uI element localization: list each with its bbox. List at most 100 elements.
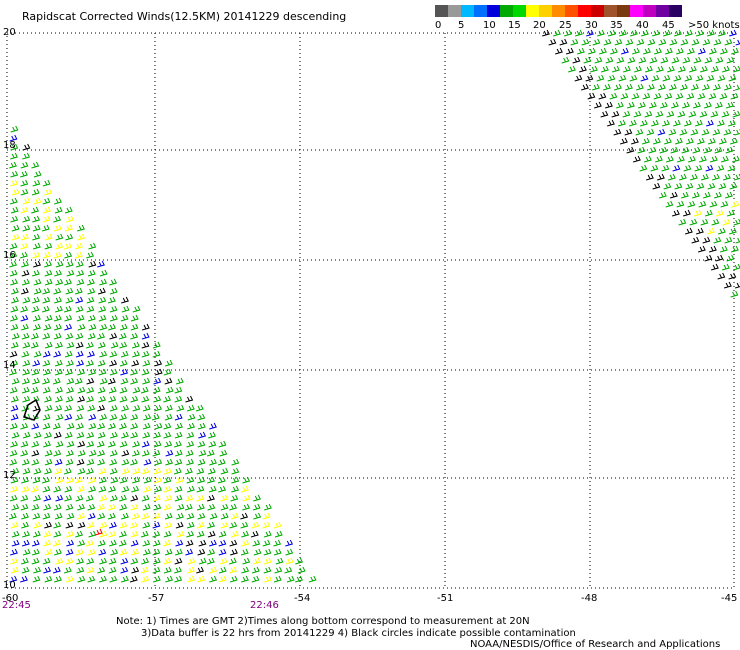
wind-barb <box>9 494 18 502</box>
wind-barb <box>109 359 118 367</box>
wind-barb <box>165 449 174 457</box>
wind-barb <box>21 521 29 529</box>
wind-barb <box>734 282 740 289</box>
wind-barb <box>33 260 41 268</box>
wind-barb <box>164 377 173 385</box>
wind-barb <box>184 503 193 511</box>
wind-barb <box>33 323 41 331</box>
wind-barb <box>175 377 184 385</box>
wind-barb <box>64 206 73 214</box>
wind-barb <box>649 56 658 64</box>
wind-barb <box>718 182 727 190</box>
wind-barb <box>187 575 196 583</box>
wind-barb <box>121 575 129 583</box>
wind-barb <box>674 182 683 190</box>
wind-barb <box>218 539 227 547</box>
wind-barb <box>686 137 694 145</box>
wind-barb <box>228 557 237 565</box>
wind-barb <box>75 494 84 502</box>
wind-barb <box>141 512 150 520</box>
wind-barb <box>86 431 95 439</box>
wind-barb <box>75 332 84 340</box>
wind-barb <box>630 29 638 37</box>
wind-barb <box>42 287 51 295</box>
wind-barb <box>603 83 611 91</box>
wind-barb <box>682 56 691 64</box>
wind-barb <box>646 128 655 136</box>
wind-barb <box>708 137 716 145</box>
wind-barb <box>75 530 84 538</box>
wind-barb <box>592 38 601 46</box>
wind-barb <box>717 227 726 235</box>
wind-barb <box>187 485 195 493</box>
wind-barb <box>31 305 40 313</box>
wind-barb <box>119 359 128 367</box>
wind-barb <box>54 296 62 304</box>
wind-barb <box>263 530 272 538</box>
wind-barb <box>86 557 95 565</box>
wind-barb <box>86 521 95 529</box>
wind-barb <box>642 137 650 145</box>
wind-barb <box>55 242 64 250</box>
wind-speed-legend: 0 5 10 15 20 25 30 35 40 45 >50 knots <box>435 5 740 31</box>
wind-barb <box>598 92 607 100</box>
wind-barb <box>698 200 707 208</box>
wind-barb <box>732 155 740 163</box>
wind-barb <box>141 332 150 340</box>
wind-barb <box>99 377 108 385</box>
wind-barb <box>66 341 75 349</box>
wind-barb <box>241 575 249 583</box>
wind-barb <box>20 575 28 583</box>
wind-barb <box>153 395 162 403</box>
wind-barb <box>130 503 139 511</box>
wind-barb <box>197 548 206 556</box>
wind-barb <box>20 557 29 565</box>
wind-barb <box>605 101 613 109</box>
wind-barb <box>10 305 19 313</box>
wind-barb <box>285 557 294 565</box>
wind-barb <box>240 521 249 529</box>
wind-barb <box>97 341 106 349</box>
wind-barb <box>33 521 42 529</box>
wind-barb <box>21 485 30 493</box>
wind-barb <box>262 539 271 547</box>
wind-barb <box>88 260 97 268</box>
wind-barb <box>33 278 42 286</box>
wind-barb <box>109 278 118 286</box>
wind-barb <box>43 368 51 376</box>
wind-barb <box>98 296 107 304</box>
wind-barb <box>664 92 673 100</box>
wind-barb <box>121 512 129 520</box>
wind-barb <box>43 530 52 538</box>
wind-barb <box>141 440 150 448</box>
wind-barb <box>586 29 594 37</box>
wind-barb <box>730 137 738 145</box>
wind-barb <box>707 29 715 37</box>
wind-barb <box>618 74 627 82</box>
wind-barb <box>691 38 700 46</box>
wind-barb <box>63 242 72 250</box>
wind-barb <box>645 173 654 181</box>
wind-barb <box>724 191 733 199</box>
wind-barb <box>671 209 680 217</box>
wind-barb <box>284 566 293 574</box>
wind-barb <box>119 548 128 556</box>
wind-barb <box>625 83 633 91</box>
wind-barb <box>689 65 697 73</box>
wind-barb <box>715 209 724 217</box>
wind-barb <box>632 47 640 55</box>
wind-barb <box>20 440 29 448</box>
wind-barb <box>77 521 86 529</box>
wind-barb <box>174 431 183 439</box>
wind-barb <box>657 128 666 136</box>
wind-barb <box>109 368 118 376</box>
wind-barb <box>633 110 642 118</box>
wind-barb <box>42 386 51 394</box>
wind-barb <box>44 260 52 268</box>
wind-barb <box>74 377 83 385</box>
wind-barb <box>220 503 229 511</box>
wind-barb <box>164 521 172 529</box>
wind-barb <box>53 224 62 232</box>
wind-barb <box>733 218 740 226</box>
wind-barb <box>109 332 118 340</box>
